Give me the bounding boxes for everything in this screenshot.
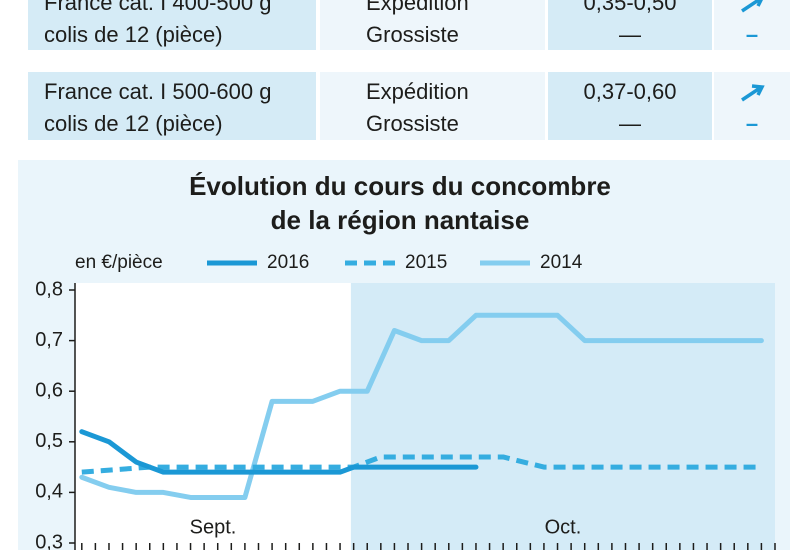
price: 0,35-0,50 — [583, 0, 677, 15]
product: France cat. I 400-500 g — [44, 0, 272, 15]
cell-bg — [320, 72, 545, 140]
month-label: Oct. — [545, 516, 582, 538]
price: — — [619, 111, 641, 136]
cell-bg — [548, 72, 712, 140]
trend-arrow — [741, 84, 765, 102]
trend: – — [745, 111, 759, 136]
chart-title: Évolution du cours du concombre — [189, 171, 611, 201]
unit-label: en €/pièce — [75, 252, 163, 273]
stage: Expédition — [366, 0, 469, 15]
month-label: Sept. — [190, 516, 237, 538]
product: colis de 12 (pièce) — [44, 22, 223, 47]
product: France cat. I 500-600 g — [44, 79, 272, 104]
y-tick-label: 0,4 — [35, 481, 63, 503]
product: colis de 12 (pièce) — [44, 111, 223, 136]
month-band — [75, 283, 351, 550]
cell-bg — [28, 72, 316, 140]
price: — — [619, 22, 641, 47]
y-tick-label: 0,5 — [35, 430, 63, 452]
chart-title: de la région nantaise — [271, 205, 530, 235]
trend-arrow — [741, 0, 763, 13]
stage: Expédition — [366, 79, 469, 104]
stage: Grossiste — [366, 111, 459, 136]
month-band — [350, 283, 775, 550]
cell-bg — [714, 72, 790, 140]
trend: – — [745, 22, 759, 47]
cell-bg — [714, 0, 790, 50]
y-tick-label: 0,6 — [35, 379, 63, 401]
series-line — [79, 312, 764, 500]
price: 0,37-0,60 — [583, 79, 677, 104]
legend-label: 2014 — [540, 252, 583, 273]
y-tick-label: 0,7 — [35, 329, 63, 351]
cell-bg — [548, 0, 712, 50]
cell-bg — [28, 0, 316, 50]
cell-bg — [320, 0, 545, 50]
legend-label: 2016 — [267, 252, 309, 273]
legend-label: 2015 — [405, 252, 447, 273]
series-line — [79, 429, 479, 475]
stage: Grossiste — [366, 22, 459, 47]
y-tick-label: 0,8 — [35, 278, 63, 300]
y-tick-label: 0,3 — [35, 531, 63, 550]
